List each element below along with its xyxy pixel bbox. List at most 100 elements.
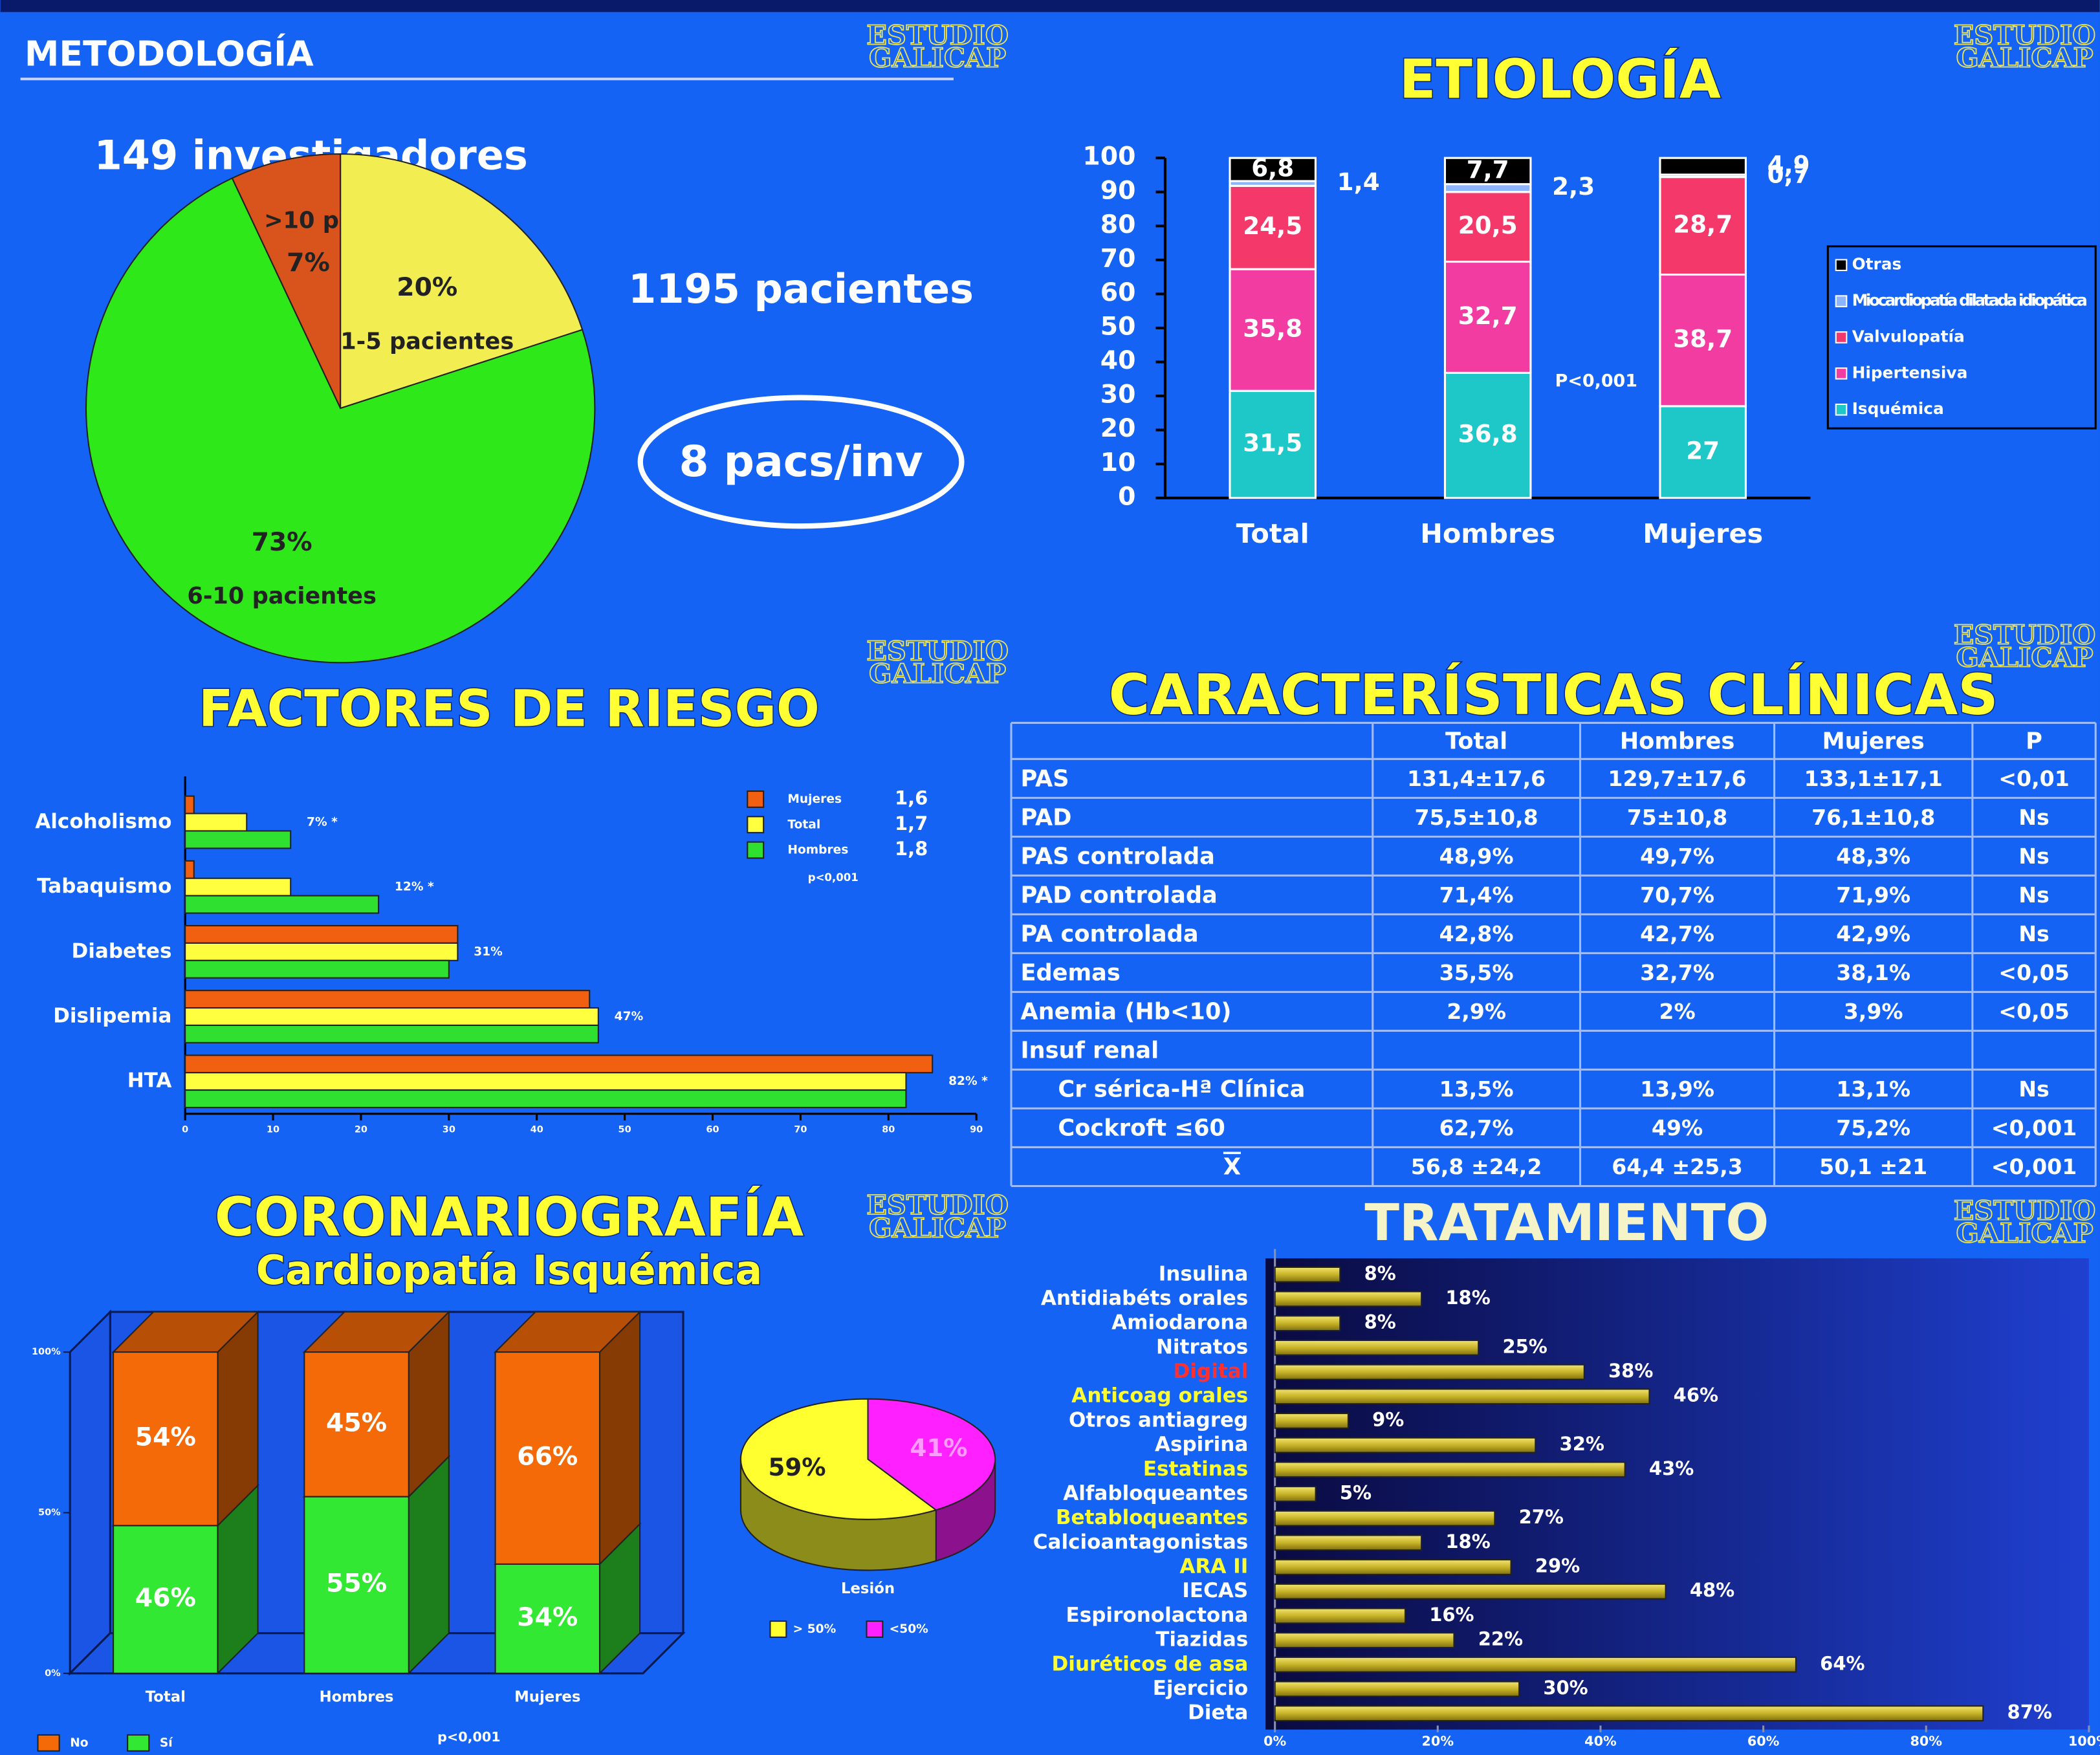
bar-value-label: 8% [1364,1262,1396,1284]
y-tick-label: Anticoag orales [1071,1384,1248,1408]
y-tick-label: Betabloqueantes [1056,1506,1248,1529]
x-tick-label: 70 [794,1125,807,1135]
slice-value-label: 20% [397,273,457,302]
y-tick-label: 0 [1118,482,1135,511]
logo-text: GALICAP [869,42,1006,74]
table-cell: <0,001 [1991,1154,2077,1179]
annotation-ring [637,395,965,529]
legend-box [1826,245,2097,430]
bar-value-label: 46% [135,1584,196,1613]
bar-value-label: 20,5 [1458,211,1518,239]
y-tick-label: Aspirina [1155,1433,1248,1456]
x-tick-label: 40% [1584,1733,1617,1749]
side-wall [69,1309,111,1676]
x-tick-label: 90 [970,1125,983,1135]
bar-value-label: 16% [1429,1604,1474,1626]
y-tick-label: 100% [32,1347,61,1357]
table-cell: 62,7% [1439,1115,1514,1140]
bar [1274,1486,1317,1502]
logo-text: GALICAP [869,1212,1006,1243]
slice-label: 6-10 pacientes [187,583,377,609]
y-tick-label: ARA II [1179,1555,1248,1578]
y-tick-label: Amiodarona [1111,1311,1248,1335]
legend-label: Miocardiopatía dilatada idiopática [1852,291,2088,310]
bar-value-label: 32% [1560,1433,1604,1455]
bar [1274,1681,1520,1697]
pie-slice [867,1398,996,1511]
table-cell: 13,1% [1836,1076,1910,1102]
top-strip [0,0,2100,12]
bar-value-label: 6,8 [1251,154,1294,182]
row-label: PAD [1020,804,1071,831]
legend-swatch [747,841,765,859]
table-cell: 70,7% [1640,882,1714,908]
table-cell: 71,4% [1439,882,1514,908]
bar-segment [1443,191,1532,263]
y-tick-label: 10 [1100,448,1136,477]
table-cell: 13,9% [1640,1076,1714,1102]
table-cell: 75,2% [1836,1115,1910,1140]
table-cell: 42,8% [1439,921,1514,946]
bar-value-label: 31,5 [1243,429,1302,457]
y-tick-label: Tabaquismo [37,875,171,898]
pie-slice [231,153,342,409]
bar-value-label: 38% [1608,1360,1653,1382]
y-tick-label: 0% [45,1668,61,1679]
y-tick-label: 30 [1100,380,1136,409]
row-label: Cockroft ≤60 [1058,1115,1225,1142]
bar-segment [1659,157,1747,176]
bar-segment [113,1525,219,1674]
chart-title: FACTORES DE RIESGO [199,679,820,738]
legend-label: Otras [1852,255,1902,274]
legend-note: 1,8 [895,838,928,860]
bar [1274,1534,1423,1551]
table-cell: 133,1±17,1 [1804,766,1943,791]
bar-value-label: 7,7 [1467,155,1509,184]
bar [1274,1608,1406,1624]
bar-value-label: 5% [1340,1481,1372,1503]
bar [184,1072,907,1091]
y-tick-label: Calcioantagonistas [1033,1531,1248,1554]
legend-label: Sí [160,1736,173,1750]
bar [1274,1656,1797,1673]
column-header: Hombres [1620,728,1735,754]
table-cell: 48,9% [1439,844,1514,869]
bar [1274,1339,1480,1356]
y-tick-label: 50 [1100,312,1136,342]
legend-swatch [127,1734,150,1752]
legend-swatch [866,1620,884,1638]
row-label: X [1223,1154,1241,1181]
bar-value-label: 45% [326,1408,387,1437]
legend-label: Valvulopatía [1852,327,1965,345]
bar [184,895,380,914]
table-cell: 38,1% [1836,960,1910,985]
y-tick-label: Tiazidas [1155,1628,1248,1651]
section-header: METODOLOGÍA [25,34,314,74]
x-tick-label: 80 [882,1125,895,1135]
x-tick-label: 60 [706,1125,719,1135]
bar-value-label: 0,7 [1767,160,1810,188]
row-label: Insuf renal [1020,1038,1159,1064]
column-header: P [2026,728,2042,754]
bar-value-label: 36,8 [1458,420,1518,448]
table-cell: Ns [2018,921,2049,946]
bar [1274,1364,1585,1380]
table-cell: Ns [2018,882,2049,908]
y-tick-label: 40 [1100,346,1136,375]
table-cell: <0,001 [1991,1115,2077,1140]
bar [1274,1632,1455,1648]
bar-segment [1443,183,1532,193]
table-cell: 35,5% [1439,960,1514,985]
table-cell: 49% [1652,1115,1703,1140]
bar-value-label: 27% [1519,1506,1564,1528]
row-label: PAD controlada [1020,882,1217,908]
bar [1274,1510,1496,1527]
table-cell: 2,9% [1447,999,1506,1024]
legend-label: No [70,1736,88,1750]
y-tick-label: 80 [1100,210,1136,239]
bar [184,1054,934,1074]
y-tick-label: 50% [38,1507,61,1518]
table-cell: 71,9% [1836,882,1910,908]
legend-label: Mujeres [787,792,842,806]
bar-value-label: 46% [1674,1384,1718,1406]
